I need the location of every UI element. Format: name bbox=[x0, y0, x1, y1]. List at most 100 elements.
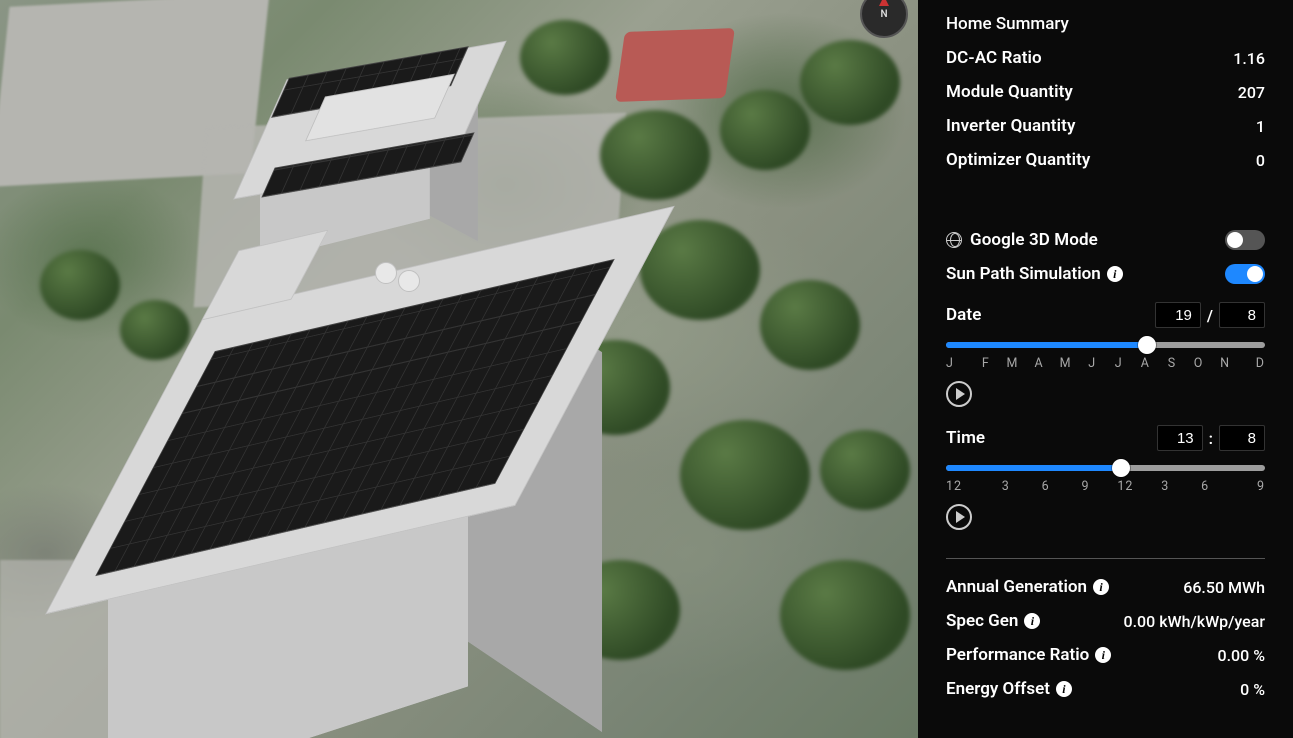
time-slider[interactable]: 1236912369 bbox=[946, 465, 1265, 494]
date-tick: J bbox=[946, 356, 973, 371]
date-day-input[interactable] bbox=[1155, 302, 1201, 328]
time-slider-ticks: 1236912369 bbox=[946, 479, 1265, 494]
date-inputs: / bbox=[1155, 302, 1265, 328]
tree bbox=[800, 40, 900, 125]
row-annual-generation: Annual Generation i 66.50 MWh bbox=[946, 577, 1265, 597]
spec-gen-label: Spec Gen i bbox=[946, 611, 1040, 631]
date-slider-track bbox=[946, 342, 1265, 348]
time-tick: 12 bbox=[1106, 479, 1146, 494]
google-3d-label: Google 3D Mode bbox=[946, 230, 1098, 250]
time-tick: 6 bbox=[1026, 479, 1066, 494]
date-tick: N bbox=[1212, 356, 1239, 371]
time-slider-fill bbox=[946, 465, 1121, 471]
date-tick: J bbox=[1079, 356, 1106, 371]
energy-offset-label-text: Energy Offset bbox=[946, 679, 1050, 699]
date-tick: J bbox=[1105, 356, 1132, 371]
date-slider-fill bbox=[946, 342, 1147, 348]
annual-generation-label: Annual Generation i bbox=[946, 577, 1109, 597]
spec-gen-label-text: Spec Gen bbox=[946, 611, 1018, 631]
annual-generation-label-text: Annual Generation bbox=[946, 577, 1087, 597]
time-tick: 12 bbox=[946, 479, 986, 494]
date-tick: O bbox=[1185, 356, 1212, 371]
row-module-qty: Module Quantity 207 bbox=[946, 82, 1265, 102]
viewport-3d[interactable]: N bbox=[0, 0, 918, 738]
optimizer-qty-label: Optimizer Quantity bbox=[946, 150, 1090, 170]
sun-path-label-text: Sun Path Simulation bbox=[946, 264, 1101, 284]
date-slider-thumb[interactable] bbox=[1138, 336, 1156, 354]
time-play-button[interactable] bbox=[946, 504, 972, 530]
date-separator: / bbox=[1207, 306, 1213, 325]
date-play-button[interactable] bbox=[946, 381, 972, 407]
info-icon[interactable]: i bbox=[1095, 647, 1111, 663]
row-time: Time : bbox=[946, 425, 1265, 451]
row-dc-ac-ratio: DC-AC Ratio 1.16 bbox=[946, 48, 1265, 68]
tree bbox=[680, 420, 810, 530]
time-hour-input[interactable] bbox=[1157, 425, 1203, 451]
performance-ratio-value: 0.00 % bbox=[1218, 646, 1265, 665]
date-tick: A bbox=[1132, 356, 1159, 371]
performance-ratio-label-text: Performance Ratio bbox=[946, 645, 1089, 665]
building-a bbox=[230, 30, 490, 240]
module-qty-label: Module Quantity bbox=[946, 82, 1073, 102]
date-slider-ticks: JFMAMJJASOND bbox=[946, 356, 1265, 371]
tree bbox=[760, 280, 860, 370]
hvac-unit bbox=[398, 270, 420, 292]
time-minute-input[interactable] bbox=[1219, 425, 1265, 451]
tree bbox=[780, 560, 910, 670]
tree bbox=[600, 110, 710, 200]
tree bbox=[520, 20, 610, 95]
sun-path-label: Sun Path Simulation i bbox=[946, 264, 1123, 284]
row-optimizer-qty: Optimizer Quantity 0 bbox=[946, 150, 1265, 170]
compass[interactable]: N bbox=[860, 0, 908, 38]
date-label: Date bbox=[946, 305, 981, 325]
google-3d-label-text: Google 3D Mode bbox=[970, 230, 1098, 250]
dc-ac-ratio-value: 1.16 bbox=[1233, 49, 1265, 68]
info-icon[interactable]: i bbox=[1024, 613, 1040, 629]
info-icon[interactable]: i bbox=[1107, 266, 1123, 282]
time-label: Time bbox=[946, 428, 985, 448]
building-b bbox=[70, 250, 610, 720]
energy-offset-value: 0 % bbox=[1240, 680, 1265, 699]
date-tick: F bbox=[973, 356, 1000, 371]
compass-label: N bbox=[880, 9, 887, 20]
sun-path-toggle[interactable] bbox=[1225, 264, 1265, 284]
ground-court bbox=[615, 28, 735, 102]
energy-offset-label: Energy Offset i bbox=[946, 679, 1072, 699]
divider bbox=[946, 558, 1265, 559]
annual-generation-value: 66.50 MWh bbox=[1183, 578, 1265, 597]
performance-ratio-label: Performance Ratio i bbox=[946, 645, 1111, 665]
date-tick: S bbox=[1159, 356, 1186, 371]
time-tick: 6 bbox=[1185, 479, 1225, 494]
date-tick: M bbox=[999, 356, 1026, 371]
row-spec-gen: Spec Gen i 0.00 kWh/kWp/year bbox=[946, 611, 1265, 631]
row-google-3d-mode: Google 3D Mode bbox=[946, 230, 1265, 250]
info-icon[interactable]: i bbox=[1093, 579, 1109, 595]
date-tick: A bbox=[1026, 356, 1053, 371]
row-sun-path: Sun Path Simulation i bbox=[946, 264, 1265, 284]
google-3d-toggle[interactable] bbox=[1225, 230, 1265, 250]
module-qty-value: 207 bbox=[1238, 83, 1265, 102]
date-month-input[interactable] bbox=[1219, 302, 1265, 328]
date-tick: D bbox=[1238, 356, 1265, 371]
inverter-qty-value: 1 bbox=[1256, 117, 1265, 136]
row-energy-offset: Energy Offset i 0 % bbox=[946, 679, 1265, 699]
info-icon[interactable]: i bbox=[1056, 681, 1072, 697]
time-slider-thumb[interactable] bbox=[1112, 459, 1130, 477]
optimizer-qty-value: 0 bbox=[1256, 151, 1265, 170]
time-separator: : bbox=[1209, 429, 1213, 448]
time-inputs: : bbox=[1157, 425, 1265, 451]
globe-icon bbox=[946, 232, 962, 248]
row-inverter-qty: Inverter Quantity 1 bbox=[946, 116, 1265, 136]
sidebar: Home Summary DC-AC Ratio 1.16 Module Qua… bbox=[918, 0, 1293, 738]
time-slider-track bbox=[946, 465, 1265, 471]
row-date: Date / bbox=[946, 302, 1265, 328]
tree bbox=[720, 90, 810, 170]
date-slider[interactable]: JFMAMJJASOND bbox=[946, 342, 1265, 371]
time-tick: 3 bbox=[1145, 479, 1185, 494]
time-tick: 9 bbox=[1066, 479, 1106, 494]
tree bbox=[820, 430, 910, 510]
inverter-qty-label: Inverter Quantity bbox=[946, 116, 1076, 136]
hvac-unit bbox=[375, 262, 397, 284]
time-tick: 3 bbox=[986, 479, 1026, 494]
spec-gen-value: 0.00 kWh/kWp/year bbox=[1123, 612, 1265, 631]
